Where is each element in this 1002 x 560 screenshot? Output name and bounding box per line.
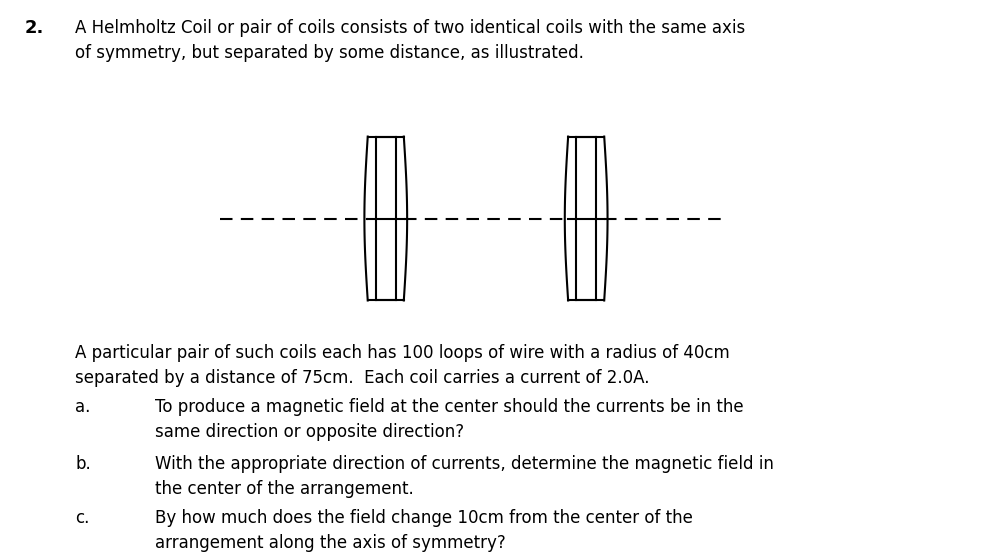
Text: c.: c. xyxy=(75,509,89,527)
Text: 2.: 2. xyxy=(25,19,44,37)
Text: a.: a. xyxy=(75,398,90,416)
Text: b.: b. xyxy=(75,455,91,473)
Text: A particular pair of such coils each has 100 loops of wire with a radius of 40cm: A particular pair of such coils each has… xyxy=(75,344,729,387)
Text: To produce a magnetic field at the center should the currents be in the
same dir: To produce a magnetic field at the cente… xyxy=(155,398,743,441)
Text: With the appropriate direction of currents, determine the magnetic field in
the : With the appropriate direction of curren… xyxy=(155,455,775,497)
Text: By how much does the field change 10cm from the center of the
arrangement along : By how much does the field change 10cm f… xyxy=(155,509,693,552)
Text: A Helmholtz Coil or pair of coils consists of two identical coils with the same : A Helmholtz Coil or pair of coils consis… xyxy=(75,19,745,62)
